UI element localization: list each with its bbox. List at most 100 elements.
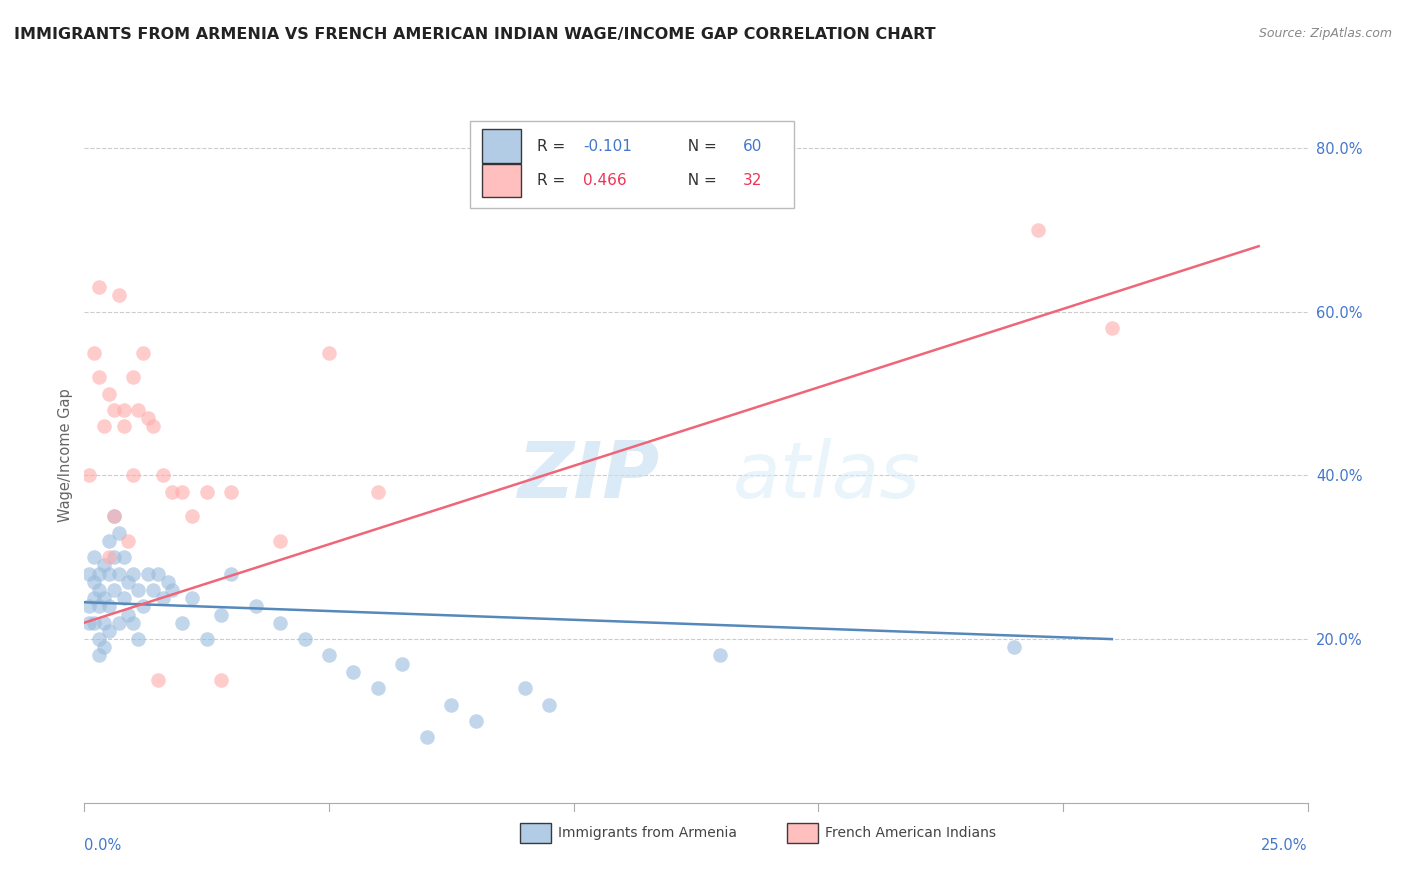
- Point: [112, 403, 135, 417]
- Point: [93, 558, 115, 573]
- Point: [83, 345, 105, 359]
- Point: [117, 607, 139, 622]
- Point: [127, 403, 149, 417]
- Text: 32: 32: [742, 173, 762, 188]
- Text: R =: R =: [537, 173, 569, 188]
- FancyBboxPatch shape: [482, 164, 522, 197]
- Point: [112, 591, 135, 606]
- Point: [294, 632, 316, 646]
- Text: N =: N =: [678, 138, 721, 153]
- Point: [107, 615, 129, 630]
- Point: [93, 615, 115, 630]
- Point: [162, 582, 184, 597]
- Point: [112, 550, 135, 565]
- Point: [152, 468, 174, 483]
- Point: [103, 582, 125, 597]
- Point: [122, 615, 145, 630]
- Text: ZIP: ZIP: [517, 438, 659, 514]
- Point: [342, 665, 364, 679]
- Point: [318, 345, 340, 359]
- Point: [122, 468, 145, 483]
- Point: [122, 566, 145, 581]
- Point: [127, 632, 149, 646]
- Y-axis label: Wage/Income Gap: Wage/Income Gap: [58, 388, 73, 522]
- Point: [464, 714, 486, 728]
- Text: R =: R =: [537, 138, 569, 153]
- Point: [103, 509, 125, 524]
- Point: [219, 566, 242, 581]
- Text: Immigrants from Armenia: Immigrants from Armenia: [558, 826, 737, 840]
- Point: [142, 582, 165, 597]
- Point: [103, 509, 125, 524]
- Point: [269, 533, 291, 548]
- Point: [77, 566, 100, 581]
- Text: IMMIGRANTS FROM ARMENIA VS FRENCH AMERICAN INDIAN WAGE/INCOME GAP CORRELATION CH: IMMIGRANTS FROM ARMENIA VS FRENCH AMERIC…: [14, 27, 935, 42]
- Point: [107, 566, 129, 581]
- Point: [146, 673, 169, 687]
- Point: [97, 550, 120, 565]
- Point: [93, 591, 115, 606]
- Point: [367, 681, 389, 696]
- Point: [93, 419, 115, 434]
- Point: [83, 615, 105, 630]
- Point: [209, 607, 232, 622]
- Point: [152, 591, 174, 606]
- Point: [83, 550, 105, 565]
- Point: [77, 468, 100, 483]
- Point: [97, 624, 120, 638]
- Point: [112, 419, 135, 434]
- Point: [142, 419, 165, 434]
- Point: [117, 574, 139, 589]
- Point: [1002, 640, 1025, 655]
- Point: [195, 484, 218, 499]
- Point: [146, 566, 169, 581]
- Point: [107, 288, 129, 302]
- Point: [87, 648, 110, 663]
- Point: [93, 640, 115, 655]
- Point: [156, 574, 179, 589]
- Point: [172, 484, 194, 499]
- Point: [103, 403, 125, 417]
- Point: [181, 591, 204, 606]
- Text: Source: ZipAtlas.com: Source: ZipAtlas.com: [1258, 27, 1392, 40]
- Point: [136, 566, 159, 581]
- Point: [127, 582, 149, 597]
- Point: [513, 681, 536, 696]
- Point: [97, 533, 120, 548]
- Point: [181, 509, 204, 524]
- Point: [132, 345, 155, 359]
- FancyBboxPatch shape: [482, 129, 522, 162]
- Point: [538, 698, 561, 712]
- Point: [97, 386, 120, 401]
- Point: [87, 582, 110, 597]
- Text: -0.101: -0.101: [583, 138, 633, 153]
- Point: [195, 632, 218, 646]
- Point: [219, 484, 242, 499]
- Point: [162, 484, 184, 499]
- Point: [122, 370, 145, 384]
- Text: N =: N =: [678, 173, 721, 188]
- Text: 0.0%: 0.0%: [84, 838, 121, 854]
- Text: 60: 60: [742, 138, 762, 153]
- Point: [103, 550, 125, 565]
- FancyBboxPatch shape: [470, 121, 794, 208]
- Point: [136, 411, 159, 425]
- Point: [97, 599, 120, 614]
- Point: [709, 648, 731, 663]
- Point: [440, 698, 463, 712]
- Point: [367, 484, 389, 499]
- Text: atlas: atlas: [733, 438, 921, 514]
- Point: [107, 525, 129, 540]
- Point: [269, 615, 291, 630]
- Point: [245, 599, 267, 614]
- Point: [87, 566, 110, 581]
- Point: [132, 599, 155, 614]
- Point: [87, 280, 110, 294]
- Point: [391, 657, 413, 671]
- Text: 25.0%: 25.0%: [1261, 838, 1308, 854]
- Point: [318, 648, 340, 663]
- Text: French American Indians: French American Indians: [825, 826, 997, 840]
- Point: [83, 591, 105, 606]
- Point: [77, 599, 100, 614]
- Point: [1101, 321, 1123, 335]
